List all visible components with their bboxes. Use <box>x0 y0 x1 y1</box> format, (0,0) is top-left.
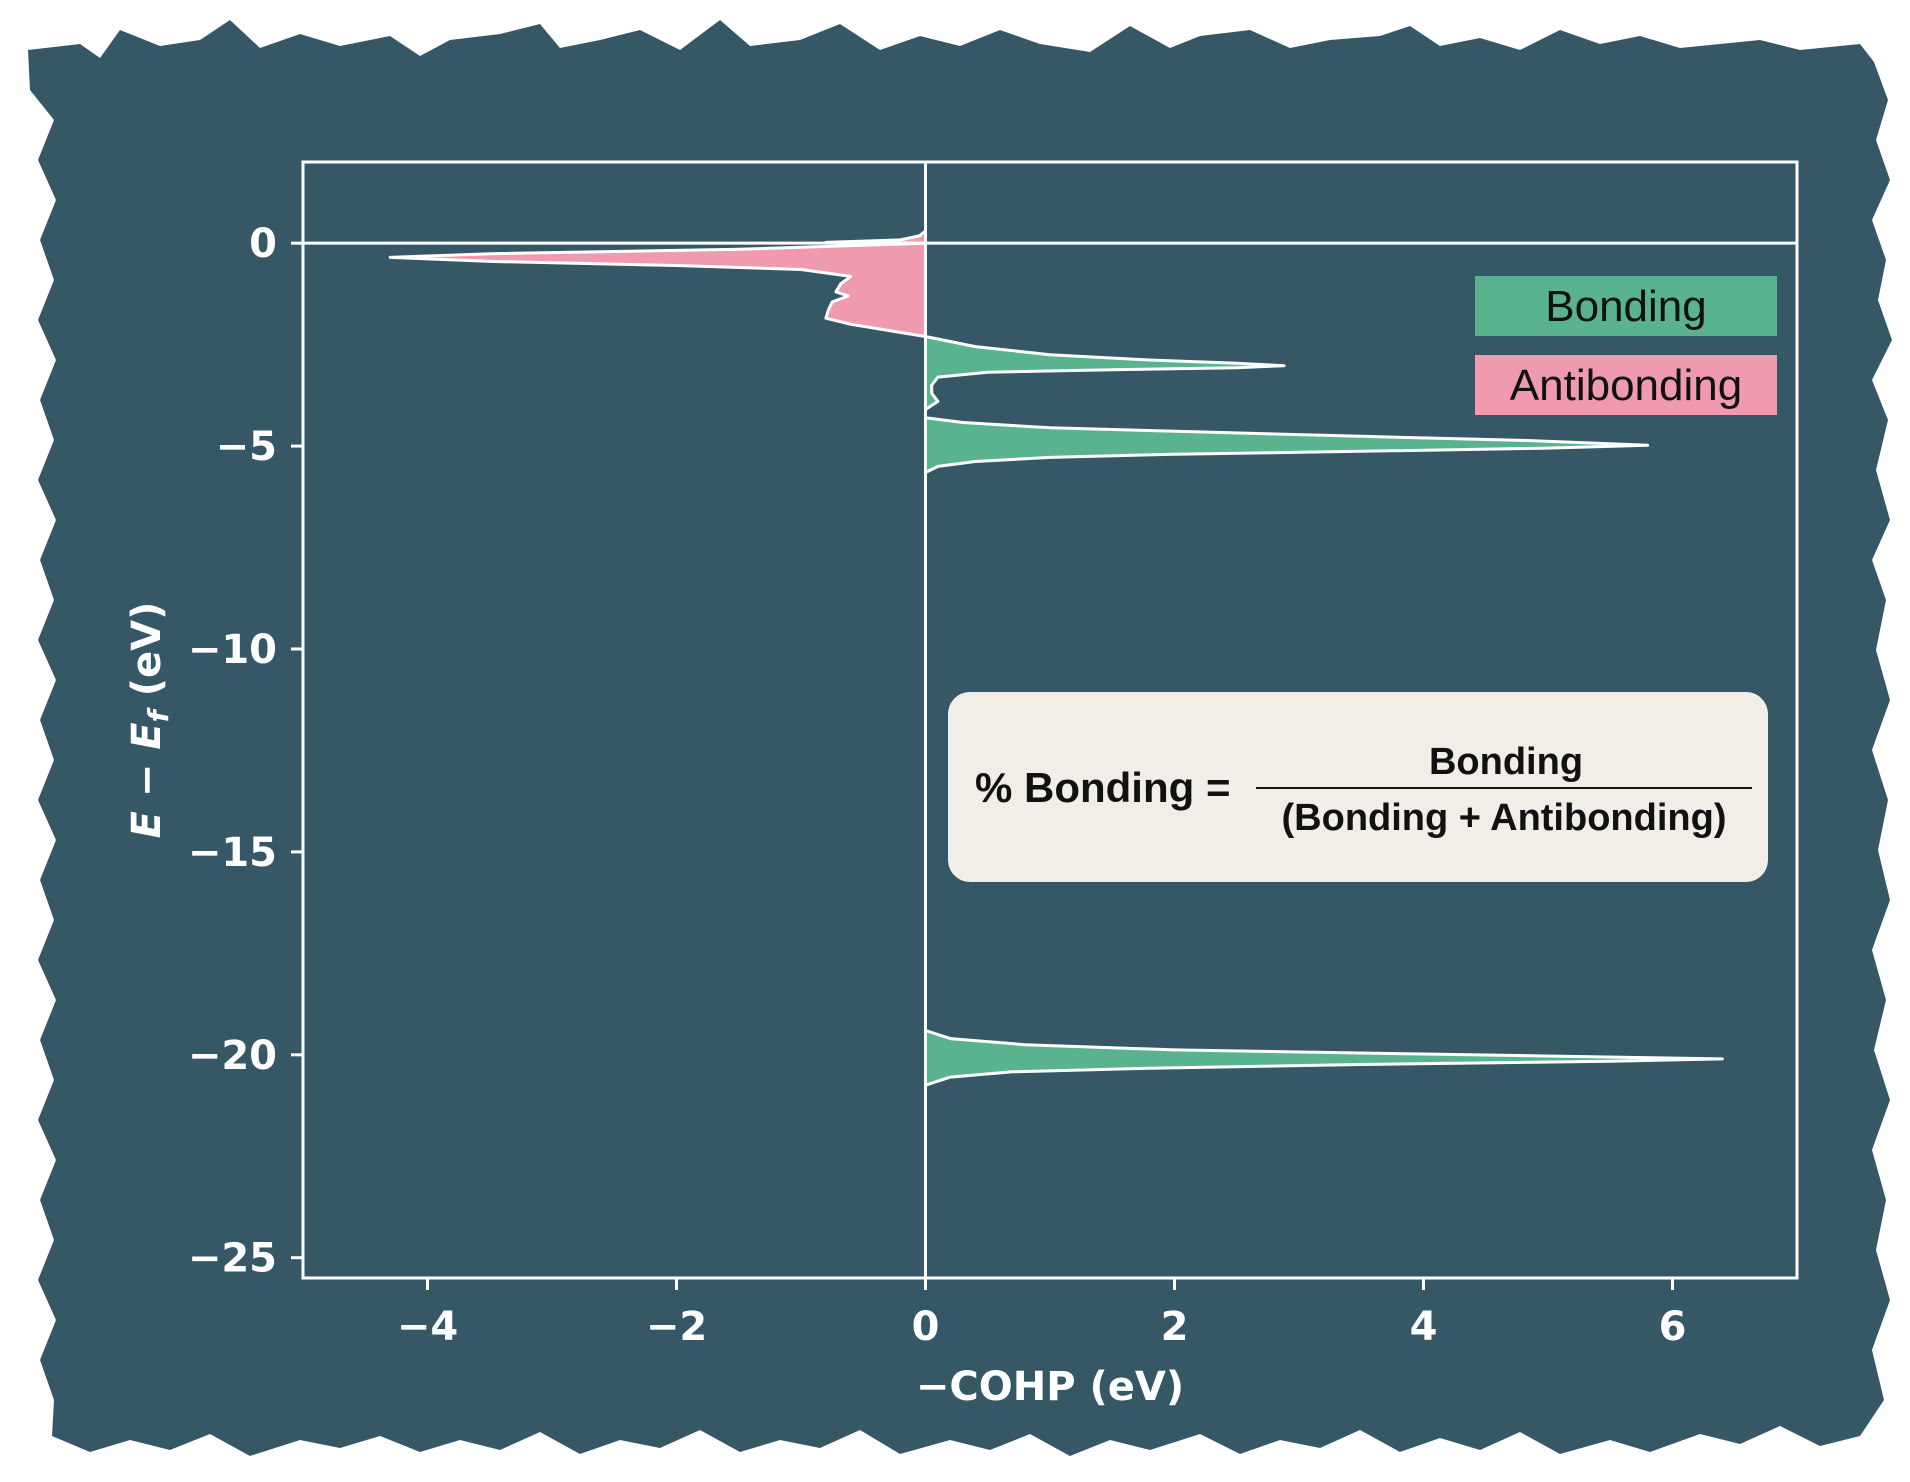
legend-swatch-bonding <box>1475 276 1777 336</box>
y-tick-label: −25 <box>188 1236 277 1282</box>
y-tick-label: 0 <box>249 221 277 267</box>
series-area-bonding <box>924 335 1724 1087</box>
legend-label-antibonding: Antibonding <box>1510 361 1742 410</box>
x-tick-label: 4 <box>1410 1304 1438 1350</box>
legend-label-bonding: Bonding <box>1545 282 1706 331</box>
y-axis-title-part: (eV) <box>124 602 170 711</box>
y-axis-title-part: f <box>142 706 175 722</box>
y-tick-label: −10 <box>188 627 277 673</box>
x-tick-label: 0 <box>912 1304 940 1350</box>
axes-frame <box>301 160 1799 1280</box>
x-tick-label: −4 <box>397 1304 458 1350</box>
x-axis-title: −COHP (eV) <box>916 1364 1184 1410</box>
x-tick-label: −2 <box>646 1304 707 1350</box>
formula-numerator: Bonding <box>1429 741 1583 783</box>
formula-lhs: % Bonding = <box>975 764 1231 811</box>
y-tick-label: −15 <box>188 830 277 876</box>
x-tick-label: 6 <box>1659 1304 1687 1350</box>
y-axis-title: E − Ef (eV) <box>124 602 175 839</box>
formula-denominator: (Bonding + Antibonding) <box>1282 797 1727 839</box>
x-tick-label: 2 <box>1161 1304 1189 1350</box>
y-tick-label: −20 <box>188 1033 277 1079</box>
y-tick-label: −5 <box>216 424 277 470</box>
y-axis-title-part: E <box>124 722 170 749</box>
y-axis-title-part: − <box>124 750 170 811</box>
legend-swatch-antibonding <box>1475 355 1777 415</box>
y-axis-title-part: E <box>124 811 170 838</box>
